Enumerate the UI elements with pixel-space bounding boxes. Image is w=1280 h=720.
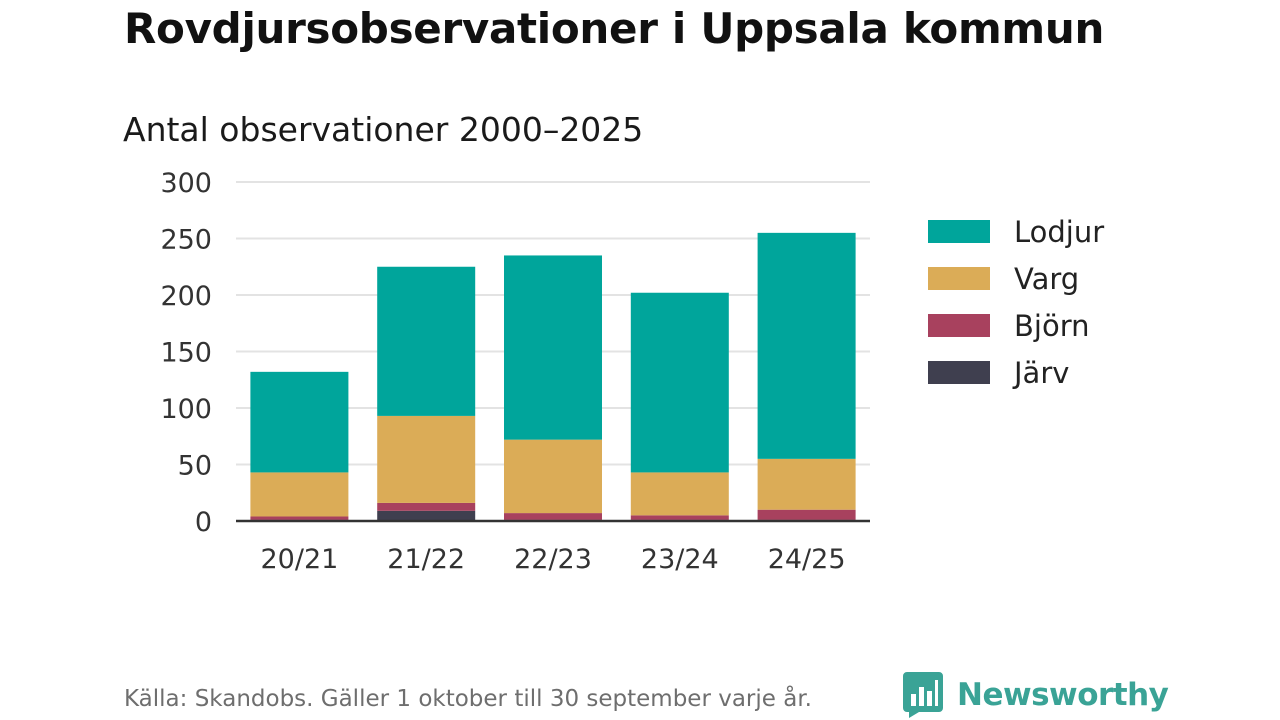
legend-label: Lodjur	[1014, 214, 1105, 249]
legend-swatch	[928, 220, 990, 243]
bar-lodjur-3	[630, 292, 729, 473]
y-tick-label: 300	[160, 168, 212, 199]
legend-label: Varg	[1014, 261, 1080, 296]
x-tick-label: 21/22	[387, 544, 465, 575]
legend-swatch	[928, 361, 990, 384]
bar-varg-3	[630, 472, 729, 516]
bar-jrv-1	[377, 510, 476, 521]
chart-subtitle: Antal observationer 2000–2025	[123, 110, 644, 149]
bar-varg-2	[504, 439, 602, 514]
x-tick-label: 20/21	[260, 544, 338, 575]
y-tick-label: 0	[195, 507, 212, 538]
legend-swatch	[928, 314, 990, 337]
legend-label: Järv	[1014, 355, 1070, 390]
legend-item: Varg	[928, 255, 1104, 302]
bar-lodjur-1	[377, 266, 476, 416]
newsworthy-logo-icon	[903, 672, 943, 718]
x-tick-label: 23/24	[641, 544, 719, 575]
y-tick-label: 200	[160, 281, 212, 312]
bar-varg-0	[250, 472, 349, 517]
bar-bjrn-2	[504, 513, 602, 520]
legend-swatch	[928, 267, 990, 290]
bar-bjrn-4	[757, 509, 856, 520]
y-tick-label: 100	[160, 394, 212, 425]
y-tick-label: 250	[160, 225, 212, 256]
bar-lodjur-2	[504, 255, 602, 440]
legend-item: Järv	[928, 349, 1104, 396]
chart-title: Rovdjursobservationer i Uppsala kommun	[124, 4, 1105, 53]
x-tick-label: 24/25	[768, 544, 846, 575]
chart-legend: Lodjur Varg Björn Järv	[928, 208, 1104, 396]
source-note: Källa: Skandobs. Gäller 1 oktober till 3…	[124, 686, 812, 712]
legend-item: Lodjur	[928, 208, 1104, 255]
brand-name: Newsworthy	[957, 677, 1169, 713]
bar-bjrn-1	[377, 502, 476, 511]
bar-varg-4	[757, 458, 856, 510]
brand: Newsworthy	[903, 672, 1169, 718]
bar-lodjur-0	[250, 371, 349, 473]
legend-item: Björn	[928, 302, 1104, 349]
bar-lodjur-4	[757, 232, 856, 459]
bar-bjrn-3	[630, 515, 729, 520]
bar-varg-1	[377, 415, 476, 503]
y-tick-label: 50	[178, 451, 212, 482]
legend-label: Björn	[1014, 308, 1090, 343]
bar-bjrn-0	[250, 516, 349, 520]
y-tick-label: 150	[160, 338, 212, 369]
x-tick-label: 22/23	[514, 544, 592, 575]
